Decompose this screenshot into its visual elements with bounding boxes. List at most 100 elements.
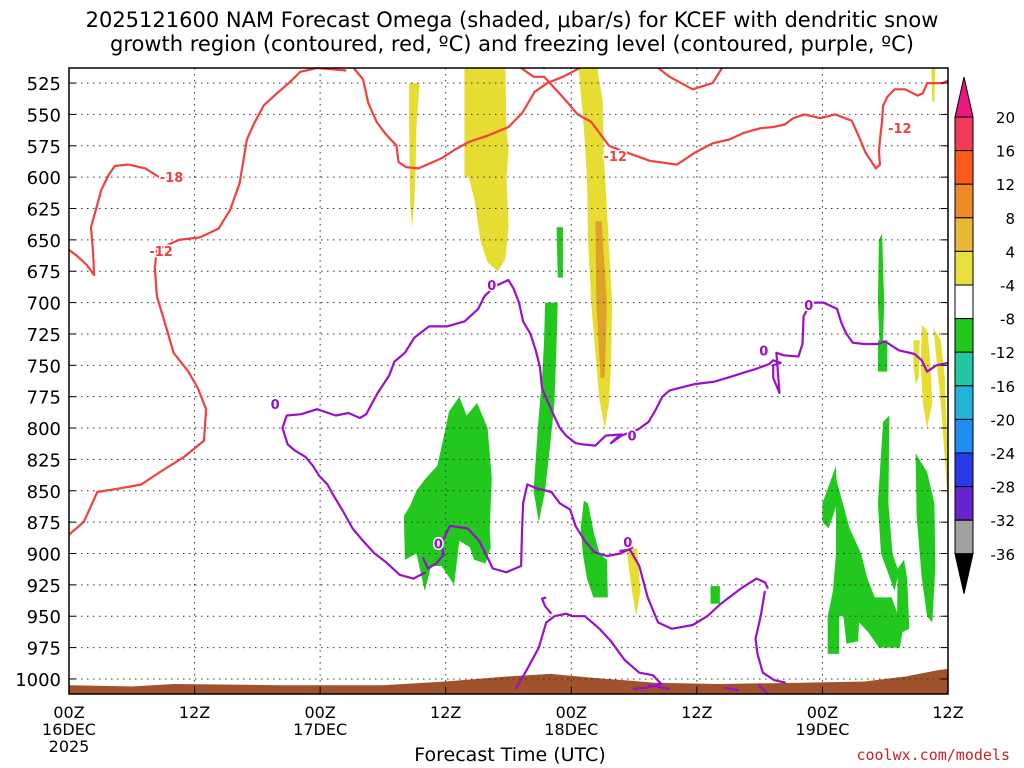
- gridlines: [68, 68, 949, 694]
- colorbar-level-label: -4: [1000, 277, 1015, 295]
- y-tick-label: 1000: [15, 670, 61, 691]
- colorbar-level-label: 8: [1005, 210, 1015, 228]
- omega-shaded-region: [877, 340, 888, 372]
- x-axis-title: Forecast Time (UTC): [414, 744, 606, 766]
- colorbar-swatch: [954, 486, 974, 521]
- colorbar-swatch: [954, 385, 974, 420]
- x-tick-label: 12Z: [430, 703, 461, 722]
- terrain-layer: [69, 668, 948, 694]
- omega-shaded-region: [595, 221, 607, 378]
- omega-shaded-region: [920, 325, 933, 428]
- x-tick-label: 00Z: [556, 703, 587, 722]
- freezing-level-contour-line: [757, 684, 769, 694]
- colorbar-level-label: -20: [991, 411, 1016, 429]
- omega-shaded-region: [915, 453, 936, 623]
- omega-shaded-region: [822, 465, 838, 529]
- y-tick-label: 950: [27, 607, 61, 628]
- x-tick-label: 17DEC: [293, 720, 347, 739]
- omega-shaded-region: [533, 302, 558, 523]
- x-tick-label: 12Z: [179, 703, 210, 722]
- y-tick-label: 800: [27, 419, 61, 440]
- freezing-level-contour-label: 0: [623, 536, 632, 551]
- dgz-contour-line: [352, 68, 581, 170]
- dgz-contour-label: -12: [149, 245, 173, 260]
- freezing-level-contour-line: [609, 301, 948, 445]
- freezing-level-contour-label: 0: [759, 344, 768, 359]
- y-tick-label: 600: [27, 168, 61, 189]
- y-tick-label: 900: [27, 544, 61, 565]
- y-tick-label: 675: [27, 262, 61, 283]
- omega-shaded-region: [931, 68, 936, 102]
- y-tick-label: 625: [27, 200, 61, 221]
- omega-shaded-region: [464, 68, 509, 272]
- x-tick-label: 00Z: [807, 703, 838, 722]
- x-tick-label: 18DEC: [544, 720, 598, 739]
- colorbar-level-label: -28: [991, 479, 1016, 497]
- y-tick-label: 925: [27, 576, 61, 597]
- freezing-level-contour-label: 0: [434, 537, 443, 552]
- freezing-level-contour-line: [723, 686, 739, 692]
- chart-title-line-1: 2025121600 NAM Forecast Omega (shaded, μ…: [85, 8, 939, 32]
- freezing-level-contour-label: 0: [804, 299, 813, 314]
- y-tick-label: 775: [27, 388, 61, 409]
- y-tick-label: 700: [27, 294, 61, 315]
- dgz-contour-label: -12: [888, 122, 912, 137]
- omega-shading: [403, 68, 948, 654]
- freezing-level-contour-line: [619, 548, 769, 630]
- y-tick-label: 725: [27, 325, 61, 346]
- colorbar-level-label: 4: [1005, 243, 1015, 261]
- terrain-fill: [69, 668, 948, 694]
- colorbar-swatch: [954, 519, 974, 555]
- colorbar-level-label: -16: [991, 378, 1016, 396]
- colorbar-top-arrow: [954, 76, 974, 118]
- y-tick-label: 825: [27, 450, 61, 471]
- colorbar-bottom-arrow: [954, 553, 974, 594]
- dgz-contour-line: [69, 163, 160, 277]
- y-tick-label: 750: [27, 356, 61, 377]
- freezing-level-contour-line: [754, 590, 787, 684]
- colorbar: 20 16 12 8 4 -4 -8 -12 -16 -20 -24 -28 -32 -36: [954, 76, 1016, 594]
- dgz-contours: [69, 68, 948, 536]
- colorbar-swatch: [954, 452, 974, 488]
- omega-shaded-region: [933, 327, 948, 504]
- freezing-level-contours: [281, 68, 948, 694]
- chart-title-line-2: growth region (contoured, red, ºC) and f…: [110, 32, 914, 56]
- omega-shaded-region: [710, 586, 720, 604]
- omega-shaded-region: [626, 548, 641, 617]
- x-tick-label: 12Z: [681, 703, 712, 722]
- omega-shaded-region: [877, 233, 885, 353]
- omega-shaded-region: [580, 500, 608, 598]
- colorbar-swatch: [954, 318, 974, 353]
- colorbar-level-label: -32: [991, 512, 1016, 530]
- colorbar-swatch: [954, 116, 974, 152]
- omega-shaded-region: [403, 396, 492, 592]
- site-credit[interactable]: coolwx.com/models: [856, 746, 1010, 764]
- colorbar-level-label: -8: [1000, 311, 1015, 329]
- colorbar-swatch: [954, 418, 974, 454]
- freezing-level-contour-line: [540, 596, 553, 615]
- colorbar-level-label: -36: [991, 546, 1016, 564]
- colorbar-swatch: [954, 217, 974, 252]
- colorbar-swatch: [954, 150, 974, 185]
- x-tick-label: 00Z: [304, 703, 335, 722]
- contour-labels: -18 -12 -12 -12 0 0 0 0 0 0 0: [148, 121, 913, 554]
- omega-shaded-region: [913, 340, 920, 385]
- dgz-contour-line: [520, 68, 948, 170]
- y-tick-label: 850: [27, 482, 61, 503]
- x-tick-label: 12Z: [932, 703, 963, 722]
- y-tick-label: 525: [27, 74, 61, 95]
- colorbar-swatch: [954, 250, 974, 286]
- x-tick-label: 00Z: [53, 703, 84, 722]
- colorbar-swatch: [954, 351, 974, 387]
- y-tick-label: 650: [27, 231, 61, 252]
- colorbar-level-label: -24: [991, 445, 1016, 463]
- y-tick-label: 575: [27, 137, 61, 158]
- omega-shaded-region: [409, 83, 420, 228]
- omega-shaded-region: [556, 227, 563, 278]
- colorbar-level-label: 20: [996, 109, 1015, 127]
- omega-shaded-region: [827, 478, 903, 654]
- y-tick-label: 875: [27, 513, 61, 534]
- colorbar-swatch: [954, 183, 974, 219]
